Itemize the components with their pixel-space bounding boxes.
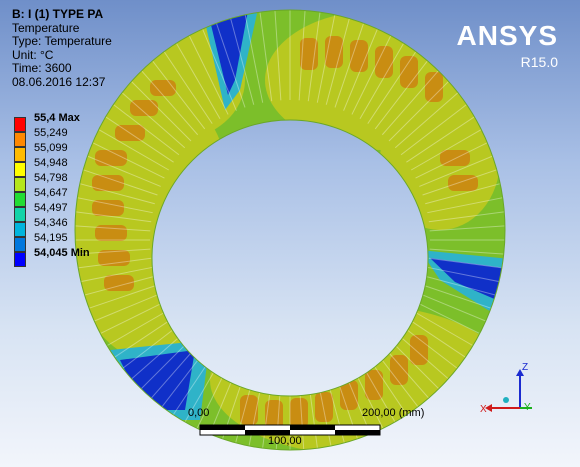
legend-level: 55,249 xyxy=(34,127,68,139)
legend-swatch xyxy=(14,147,26,162)
result-type: Type: Temperature xyxy=(12,34,112,48)
legend-level: 54,798 xyxy=(34,172,68,184)
legend-min-label: 54,045 Min xyxy=(34,247,90,259)
result-time: Time: 3600 xyxy=(12,61,72,75)
legend-max-label: 55,4 Max xyxy=(34,112,80,124)
legend-swatch xyxy=(14,132,26,147)
axis-triad[interactable]: Z X Y xyxy=(480,360,540,420)
result-name: Temperature xyxy=(12,20,80,35)
legend-swatch xyxy=(14,222,26,237)
logo-name: ANSYS xyxy=(456,20,558,51)
legend-swatch xyxy=(14,207,26,222)
triad-y-label: Y xyxy=(524,402,531,413)
scale-end-label: 200,00 (mm) xyxy=(362,407,425,419)
legend-level: 54,497 xyxy=(34,202,68,214)
legend-swatch xyxy=(14,117,26,132)
triad-z-label: Z xyxy=(522,362,529,373)
hot-segments xyxy=(92,36,478,430)
ring-contour xyxy=(74,10,505,451)
logo-version: R15.0 xyxy=(520,54,558,70)
triad-graphic xyxy=(485,369,532,412)
legend-swatch xyxy=(14,162,26,177)
legend-swatch xyxy=(14,192,26,207)
legend-swatch xyxy=(14,252,26,267)
legend-level: 54,346 xyxy=(34,217,68,229)
legend-level: 54,195 xyxy=(34,232,68,244)
result-info: B: I (1) TYPE PA Temperature Type: Tempe… xyxy=(12,7,112,89)
scale-bar: 0,00 200,00 (mm) 100,00 xyxy=(180,407,440,452)
result-date: 08.06.2016 12:37 xyxy=(12,74,106,89)
scale-bar-graphic xyxy=(199,424,381,436)
scale-start-label: 0,00 xyxy=(188,407,210,419)
legend-level: 54,647 xyxy=(34,187,68,199)
ansys-logo: ANSYS R15.0 xyxy=(457,20,558,70)
legend-swatch xyxy=(14,177,26,192)
result-unit: Unit: °C xyxy=(12,47,54,62)
triad-x-label: X xyxy=(480,404,487,415)
result-title: B: I (1) TYPE PA xyxy=(12,7,104,21)
legend-level: 55,099 xyxy=(34,142,68,154)
scale-mid-label: 100,00 xyxy=(268,435,302,447)
legend-level: 54,948 xyxy=(34,157,68,169)
legend-swatch xyxy=(14,237,26,252)
color-legend[interactable]: 55,4 Max 55,249 55,099 54,948 54,798 54,… xyxy=(12,112,122,267)
